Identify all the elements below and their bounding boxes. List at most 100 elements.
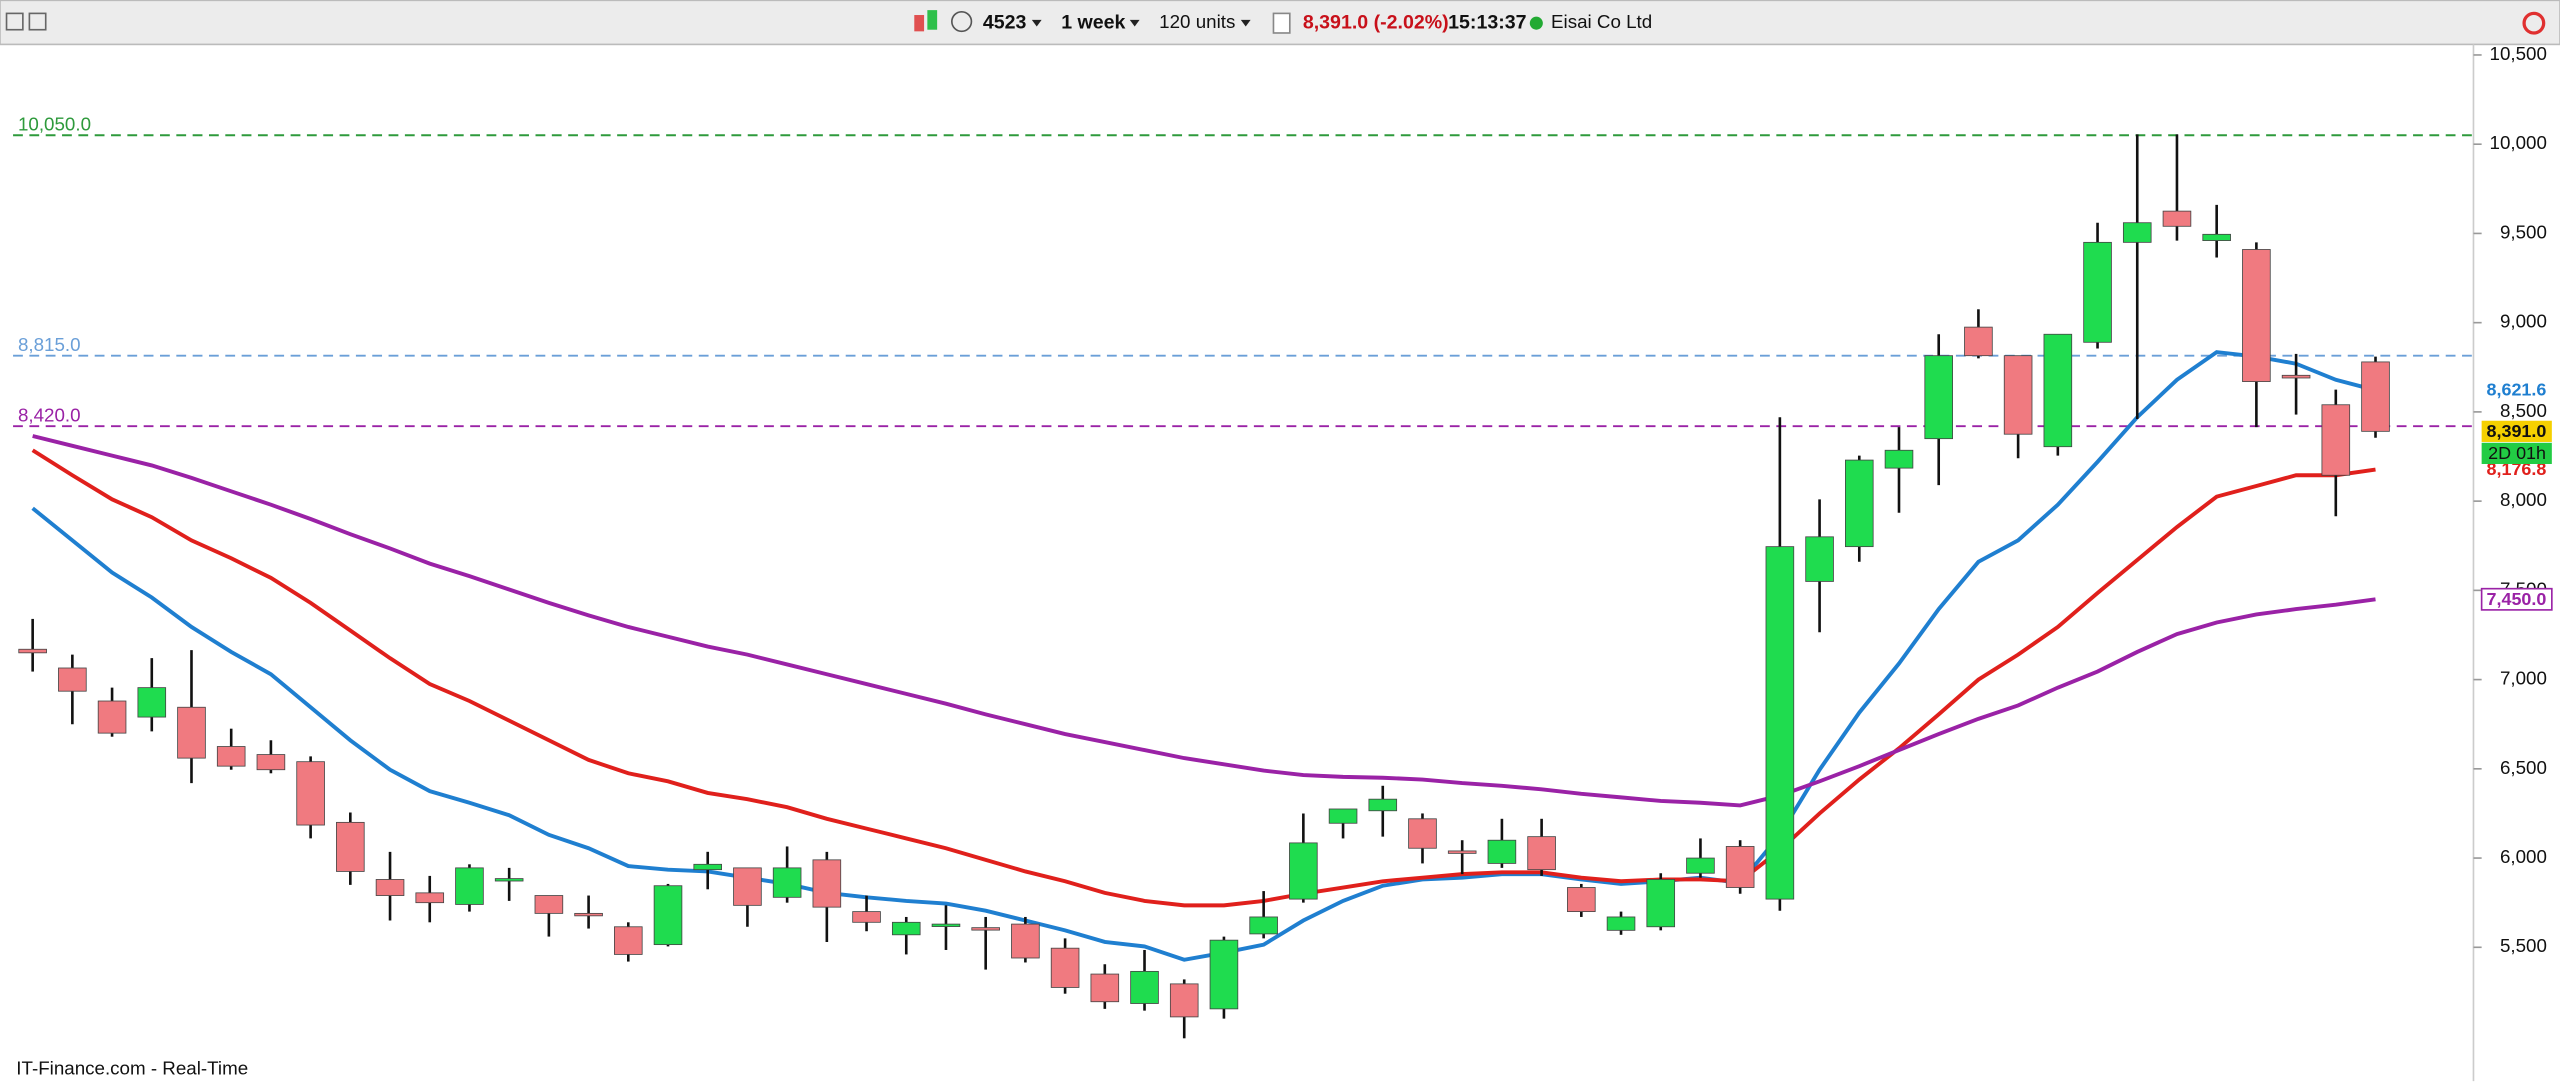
- candle-body: [574, 912, 603, 917]
- dropdown-arrow: [1240, 19, 1251, 27]
- candle-body: [1924, 355, 1953, 440]
- candle-body: [1527, 836, 1556, 871]
- period[interactable]: 1 week: [1061, 11, 1125, 33]
- candle-body: [1368, 798, 1398, 812]
- y-tick-label: 5,500: [2500, 935, 2547, 956]
- candle-body: [733, 867, 762, 906]
- price-tag: [2480, 587, 2553, 611]
- candle-body: [1487, 839, 1517, 864]
- candle-body: [2281, 374, 2311, 379]
- candle-body: [415, 892, 445, 904]
- moving-average: [31, 448, 2376, 908]
- level-label: 8,420.0: [18, 404, 81, 425]
- candle-body: [216, 746, 246, 767]
- time: 15:13:37: [1448, 11, 1526, 33]
- candle-body: [1130, 970, 1159, 1004]
- window-button[interactable]: [28, 12, 47, 31]
- candle-body: [1884, 449, 1914, 469]
- countdown: 2D 01h: [2488, 443, 2546, 463]
- candle-body: [18, 648, 47, 654]
- candle-body: [2202, 233, 2231, 241]
- window-button[interactable]: [5, 12, 24, 31]
- candle-body: [693, 863, 722, 871]
- y-tick-label: 6,500: [2500, 757, 2547, 778]
- candle-body: [1805, 536, 1834, 582]
- moving-average: [31, 350, 2377, 962]
- y-tick-label: 8,500: [2500, 400, 2547, 421]
- units[interactable]: 120 units: [1159, 11, 1235, 32]
- candle-body: [812, 859, 842, 908]
- level-label: 8,815.0: [18, 334, 81, 355]
- candle-body: [455, 867, 484, 905]
- chart-type-icon: [927, 10, 938, 30]
- price-tag: [2481, 458, 2552, 481]
- candle-body: [2242, 249, 2271, 382]
- candle-body: [1964, 326, 1993, 357]
- candle-body: [2003, 355, 2033, 435]
- candle-body: [1765, 546, 1795, 900]
- y-tick-label: 10,500: [2490, 43, 2547, 64]
- candle-body: [1011, 923, 1040, 959]
- candle-body: [58, 667, 87, 692]
- chart-type-icon[interactable]: [914, 15, 925, 32]
- candle-body: [852, 911, 881, 923]
- candle-body: [1169, 983, 1199, 1018]
- candle-body: [614, 926, 643, 955]
- footer: IT-Finance.com - Real-Time: [16, 1058, 248, 1079]
- countdown-box: [2481, 442, 2552, 465]
- candle-body: [1845, 459, 1874, 548]
- y-tick-label: 9,000: [2500, 311, 2547, 332]
- price-tag-label: 7,450.0: [2487, 589, 2547, 609]
- price-tag-label: 8,621.6: [2487, 380, 2547, 400]
- y-tick-label: 6,000: [2500, 846, 2547, 867]
- y-tick-label: 10,000: [2490, 132, 2547, 153]
- candle-body: [2122, 222, 2152, 243]
- info-icon[interactable]: [1272, 12, 1291, 34]
- candle-body: [375, 879, 405, 896]
- candle-body: [2361, 361, 2390, 432]
- price-tag-label: 8,176.8: [2487, 459, 2547, 479]
- candle-body: [1725, 846, 1755, 888]
- moving-average: [32, 434, 2376, 808]
- dropdown-arrow: [1031, 19, 1042, 27]
- candle-body: [2043, 333, 2073, 448]
- candle-body: [137, 687, 167, 718]
- refresh-icon[interactable]: [2522, 11, 2546, 35]
- price-tag: [2481, 420, 2552, 442]
- candle-body: [336, 821, 365, 872]
- status-dot: [1529, 16, 1543, 30]
- candle-body: [1447, 850, 1477, 854]
- candle-body: [772, 867, 802, 898]
- candle-body: [653, 885, 683, 946]
- candle-body: [1646, 879, 1676, 928]
- candle-body: [1328, 808, 1358, 824]
- candle-body: [1408, 818, 1437, 849]
- candle-body: [2083, 241, 2112, 343]
- candle-body: [1249, 916, 1278, 935]
- candle-body: [494, 878, 524, 882]
- candle-body: [1050, 947, 1080, 988]
- candle-body: [931, 923, 961, 927]
- candle-body: [891, 921, 921, 936]
- symbol[interactable]: 4523: [983, 11, 1027, 33]
- price-tag-label: 8,391.0: [2487, 421, 2547, 441]
- candle-body: [1090, 973, 1120, 1003]
- price: 8,391.0 (-2.02%): [1303, 11, 1449, 33]
- candle-body: [2321, 404, 2351, 476]
- candle-body: [1567, 887, 1596, 913]
- search-icon[interactable]: [951, 10, 973, 33]
- y-tick-label: 7,000: [2500, 668, 2547, 689]
- candle-body: [1289, 842, 1318, 900]
- candle-body: [1686, 857, 1715, 874]
- company-name: Eisai Co Ltd: [1551, 11, 1652, 32]
- candle-body: [2162, 210, 2192, 227]
- candle-body: [256, 754, 286, 771]
- candle-body: [296, 761, 325, 826]
- dropdown-arrow: [1129, 19, 1140, 27]
- candle-body: [971, 927, 1000, 931]
- candle-body: [177, 706, 206, 759]
- y-tick-label: 9,500: [2500, 221, 2547, 242]
- y-tick-label: 8,000: [2500, 489, 2547, 510]
